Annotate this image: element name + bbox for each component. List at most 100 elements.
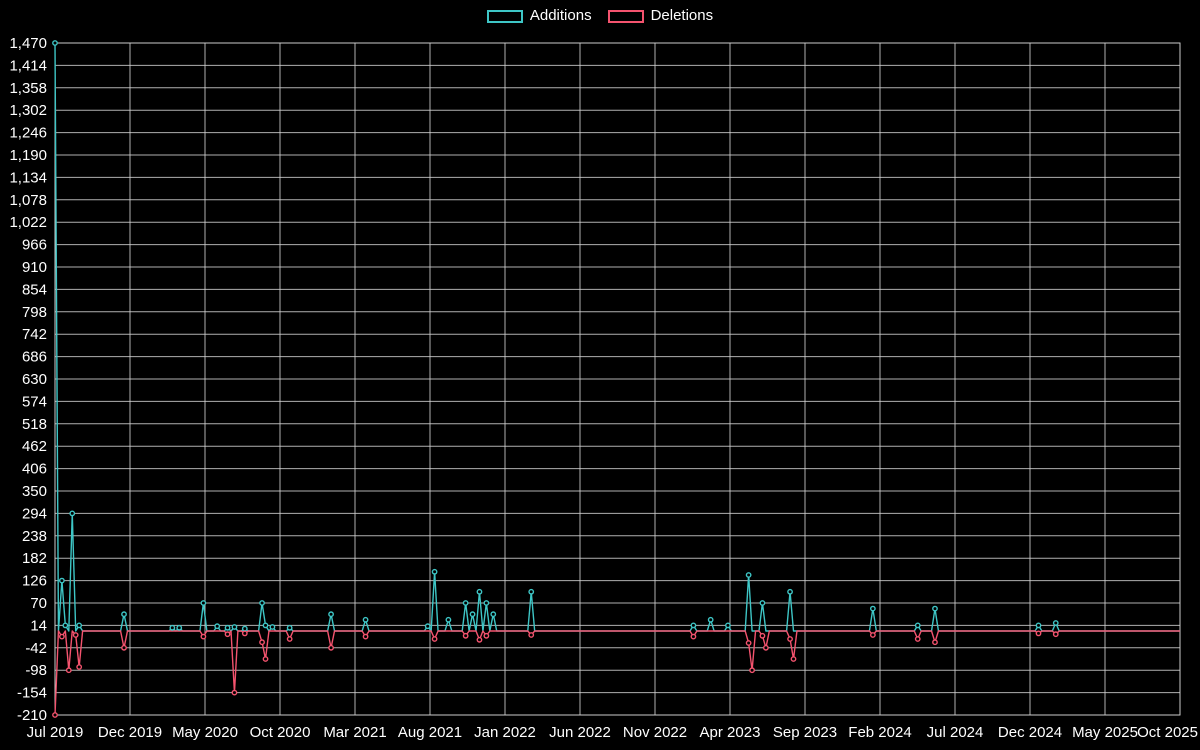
additions-point-marker <box>787 588 793 595</box>
y-tick-label: 182 <box>22 550 47 567</box>
additions-point-marker <box>62 622 69 629</box>
y-tick-label: -210 <box>17 707 47 724</box>
deletions-point-marker <box>483 632 490 639</box>
y-tick-label: 1,022 <box>9 214 47 231</box>
additions-point-marker <box>200 600 207 606</box>
additions-point-marker <box>176 624 183 631</box>
y-tick-label: -42 <box>25 640 47 657</box>
additions-point-marker <box>431 568 438 575</box>
x-tick-label: Jul 2024 <box>927 724 984 741</box>
deletions-point-marker <box>231 689 238 696</box>
deletions-point-marker <box>932 639 938 646</box>
x-tick-label: Dec 2019 <box>98 724 162 741</box>
x-tick-label: Dec 2024 <box>998 724 1062 741</box>
y-tick-label: -98 <box>25 662 47 679</box>
x-tick-label: Jun 2022 <box>549 724 611 741</box>
deletions-point-marker <box>1035 630 1042 637</box>
y-tick-label: 574 <box>22 393 47 410</box>
x-tick-label: Oct 2025 <box>1137 724 1198 741</box>
additions-point-marker <box>69 510 76 517</box>
y-tick-label: 294 <box>22 505 47 522</box>
y-tick-label: 686 <box>22 349 47 366</box>
deletions-point-marker <box>259 639 265 646</box>
x-tick-label: Mar 2021 <box>323 724 386 741</box>
deletions-point-marker <box>790 656 797 662</box>
additions-point-marker <box>469 611 476 618</box>
additions-point-marker <box>241 625 248 632</box>
y-tick-label: 910 <box>22 259 47 276</box>
y-tick-label: 518 <box>22 416 47 433</box>
deletions-point-marker <box>762 644 769 651</box>
y-tick-label: 406 <box>22 461 47 478</box>
y-tick-label: 966 <box>22 237 47 254</box>
x-tick-label: May 2025 <box>1072 724 1138 741</box>
additions-point-marker <box>690 622 697 629</box>
x-tick-label: Jul 2019 <box>27 724 84 741</box>
additions-point-marker <box>914 622 921 629</box>
deletions-point-marker <box>914 636 921 642</box>
additions-point-marker <box>528 588 535 595</box>
deletions-point-marker <box>65 667 72 674</box>
additions-point-marker <box>1052 620 1059 626</box>
deletions-point-marker <box>690 633 697 640</box>
x-tick-label: Feb 2024 <box>848 724 911 741</box>
y-tick-label: 350 <box>22 483 47 500</box>
x-tick-label: Oct 2020 <box>250 724 311 741</box>
deletions-point-marker <box>59 633 65 640</box>
deletions-point-marker <box>121 644 127 651</box>
deletions-point-marker <box>462 632 469 639</box>
x-tick-label: Aug 2021 <box>398 724 462 741</box>
y-tick-label: 238 <box>22 528 47 545</box>
additions-point-marker <box>424 623 431 630</box>
y-tick-label: 1,302 <box>9 102 47 119</box>
additions-point-marker <box>59 577 65 584</box>
deletions-point-marker <box>200 633 207 640</box>
deletions-point-marker <box>759 632 766 639</box>
additions-point-marker <box>231 624 238 630</box>
deletions-point-marker <box>745 640 752 646</box>
y-tick-label: 630 <box>22 371 47 388</box>
deletions-point-marker <box>286 636 293 642</box>
x-tick-label: Jan 2022 <box>474 724 536 741</box>
y-tick-label: 1,134 <box>9 169 47 186</box>
y-tick-label: 1,358 <box>9 80 47 97</box>
y-tick-label: 14 <box>30 617 47 634</box>
deletions-point-marker <box>787 636 793 642</box>
additions-point-marker <box>362 616 369 623</box>
deletions-point-marker <box>76 664 83 670</box>
deletions-point-marker <box>224 631 231 638</box>
plot-border <box>54 42 1181 716</box>
deletions-point-marker <box>1052 631 1059 638</box>
x-tick-label: Sep 2023 <box>773 724 837 741</box>
y-tick-label: 1,190 <box>9 147 47 164</box>
additions-point-marker <box>476 588 483 595</box>
additions-point-marker <box>745 572 752 578</box>
y-tick-label: 1,414 <box>9 57 47 74</box>
additions-point-marker <box>445 616 452 623</box>
deletions-point-marker <box>476 636 483 643</box>
deletions-point-marker <box>328 644 334 651</box>
deletions-point-marker <box>362 633 369 640</box>
y-tick-label: 854 <box>22 281 47 298</box>
additions-point-marker <box>262 622 269 629</box>
y-tick-label: 126 <box>22 573 47 590</box>
additions-point-marker <box>759 600 766 606</box>
x-tick-label: May 2020 <box>172 724 238 741</box>
additions-point-marker <box>214 623 221 630</box>
y-tick-label: 742 <box>22 326 47 343</box>
deletions-point-marker <box>431 636 438 642</box>
additions-point-marker <box>869 605 876 612</box>
additions-point-marker <box>483 600 490 606</box>
deletions-point-marker <box>72 632 79 638</box>
additions-point-marker <box>76 622 83 629</box>
additions-point-marker <box>328 611 334 618</box>
additions-point-marker <box>224 624 231 631</box>
additions-point-marker <box>259 600 265 606</box>
additions-point-marker <box>121 611 127 618</box>
deletions-point-marker <box>528 632 535 638</box>
additions-point-marker <box>269 624 276 630</box>
deletions-point-marker <box>869 632 876 638</box>
